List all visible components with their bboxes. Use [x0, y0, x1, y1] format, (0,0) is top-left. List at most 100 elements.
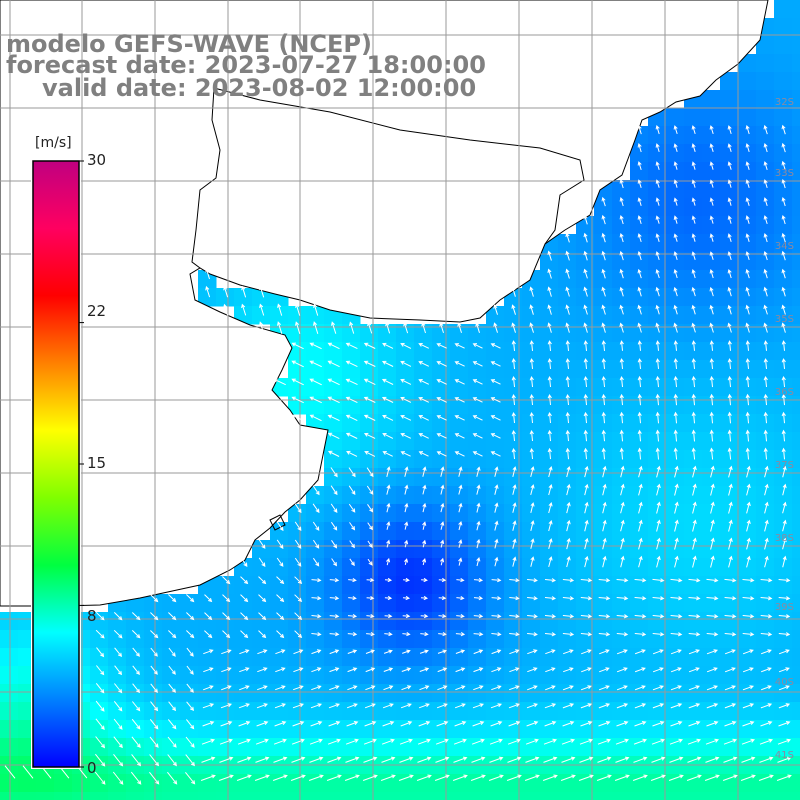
wind-arrow — [634, 685, 646, 691]
speed-cell — [666, 702, 685, 721]
wind-arrow — [222, 576, 231, 585]
speed-cell — [342, 630, 361, 649]
wind-arrow — [346, 450, 358, 457]
speed-cell — [270, 522, 289, 541]
speed-cell — [648, 630, 667, 649]
speed-cell — [612, 648, 631, 667]
wind-arrow — [745, 304, 750, 315]
speed-cell — [630, 342, 649, 361]
wind-arrow — [547, 340, 552, 351]
speed-cell — [702, 108, 721, 127]
wind-arrow — [527, 614, 538, 619]
speed-cell — [594, 504, 613, 523]
speed-cell — [0, 774, 19, 793]
wind-arrow — [727, 125, 732, 135]
speed-cell — [432, 648, 451, 667]
wind-arrow — [186, 647, 194, 657]
speed-cell — [414, 612, 433, 631]
wind-arrow — [309, 342, 322, 350]
speed-cell — [198, 684, 217, 703]
wind-arrow — [291, 414, 304, 422]
wind-arrow — [633, 756, 648, 763]
speed-cell — [774, 252, 793, 271]
wind-arrow — [186, 665, 194, 675]
speed-cell — [666, 792, 685, 800]
wind-arrow — [691, 268, 696, 279]
speed-cell — [360, 666, 379, 685]
speed-cell — [558, 594, 577, 613]
speed-cell — [756, 360, 775, 379]
speed-cell — [720, 468, 739, 487]
wind-arrow — [419, 685, 430, 691]
speed-cell — [738, 702, 757, 721]
speed-cell — [774, 144, 793, 163]
wind-arrow — [202, 703, 215, 709]
speed-cell — [468, 450, 487, 469]
speed-cell — [558, 360, 577, 379]
speed-cell — [234, 720, 253, 739]
speed-cell — [450, 666, 469, 685]
wind-arrow — [277, 321, 283, 334]
wind-arrow — [620, 555, 625, 568]
speed-cell — [486, 450, 505, 469]
wind-arrow — [309, 414, 322, 422]
speed-cell — [558, 486, 577, 505]
wind-arrow — [493, 322, 498, 333]
speed-cell — [594, 666, 613, 685]
speed-cell — [486, 468, 505, 487]
wind-arrow — [363, 432, 376, 439]
speed-cell — [306, 324, 325, 343]
speed-cell — [504, 324, 523, 343]
wind-arrow — [420, 595, 429, 601]
speed-cell — [522, 774, 541, 793]
speed-cell — [756, 792, 775, 800]
wind-arrow — [529, 286, 534, 297]
wind-arrow — [418, 361, 430, 367]
wind-arrow — [581, 667, 592, 673]
speed-cell — [738, 72, 757, 91]
wind-arrow — [440, 557, 445, 566]
wind-arrow — [616, 614, 629, 619]
wind-arrow — [349, 558, 355, 567]
wind-arrow — [274, 721, 287, 727]
speed-cell — [666, 108, 685, 127]
speed-cell — [0, 702, 19, 721]
wind-arrow — [709, 179, 714, 188]
speed-cell — [306, 648, 325, 667]
speed-cell — [756, 612, 775, 631]
wind-arrow — [632, 774, 648, 781]
speed-cell — [792, 180, 800, 199]
wind-arrow — [310, 703, 322, 709]
wind-arrow — [294, 539, 302, 549]
wind-arrow — [710, 537, 715, 550]
lat-label: 37S — [774, 460, 794, 471]
speed-cell — [126, 648, 145, 667]
wind-arrow — [760, 703, 773, 709]
speed-cell — [774, 414, 793, 433]
speed-cell — [360, 648, 379, 667]
speed-cell — [630, 396, 649, 415]
wind-arrow — [511, 429, 516, 442]
speed-cell — [648, 360, 667, 379]
wind-arrow — [778, 721, 791, 727]
wind-arrow — [404, 502, 409, 513]
speed-cell — [720, 432, 739, 451]
speed-cell — [720, 342, 739, 361]
speed-cell — [522, 486, 541, 505]
speed-cell — [594, 702, 613, 721]
speed-cell — [522, 702, 541, 721]
wind-arrow — [525, 756, 540, 763]
wind-arrow — [727, 215, 732, 224]
speed-cell — [414, 576, 433, 595]
wind-arrow — [655, 269, 660, 279]
speed-cell — [450, 684, 469, 703]
wind-arrow — [238, 721, 251, 727]
speed-cell — [612, 684, 631, 703]
wind-arrow — [727, 358, 732, 369]
wind-arrow — [584, 519, 589, 532]
wind-arrow — [345, 414, 358, 422]
speed-cell — [486, 774, 505, 793]
speed-cell — [360, 720, 379, 739]
speed-cell — [738, 504, 757, 523]
speed-cell — [504, 378, 523, 397]
